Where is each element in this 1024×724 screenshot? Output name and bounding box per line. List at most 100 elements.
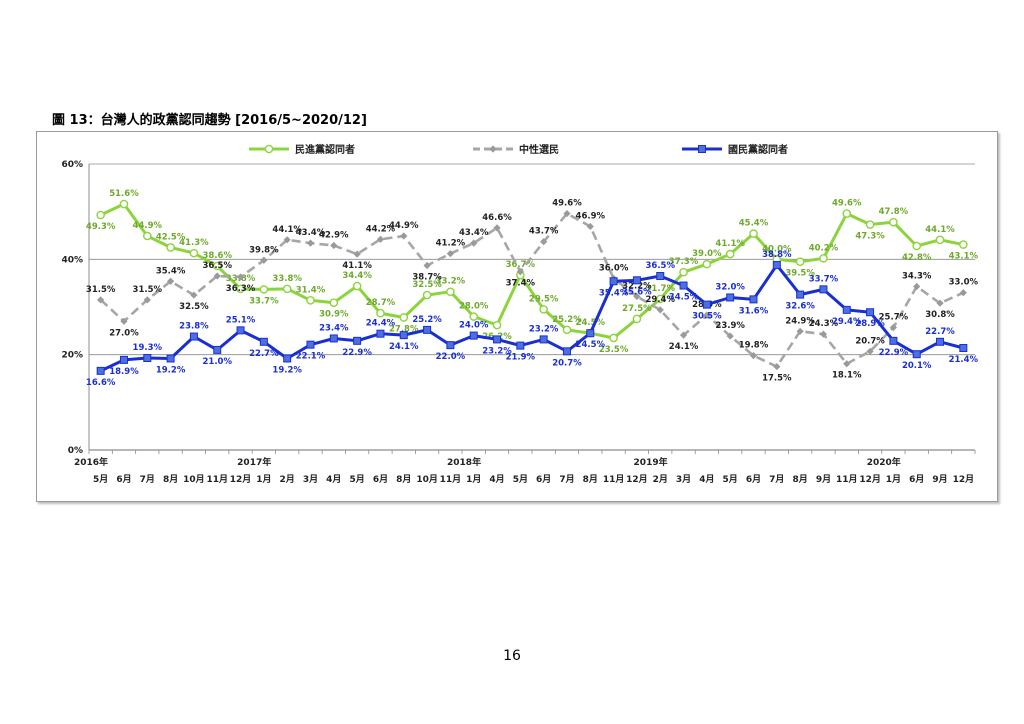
data-label: 30.8%	[925, 310, 955, 320]
data-label: 21.9%	[506, 353, 536, 363]
data-point-marker	[469, 331, 478, 340]
x-tick-label: 4月	[326, 474, 341, 485]
data-label: 33.7%	[809, 274, 839, 284]
data-label: 19.8%	[739, 341, 769, 351]
data-point-marker	[330, 241, 338, 250]
x-tick-label: 1月	[886, 474, 901, 485]
x-tick-label: 11月	[603, 474, 625, 485]
x-tick-label: 8月	[396, 474, 411, 485]
x-tick-label: 6月	[373, 474, 388, 485]
data-label: 44.9%	[389, 221, 419, 231]
data-label: 41.2%	[436, 239, 466, 249]
data-point-marker	[632, 276, 641, 285]
data-label: 49.6%	[552, 199, 582, 209]
data-label: 22.0%	[436, 352, 466, 362]
data-point-marker	[236, 284, 245, 294]
data-point-marker	[562, 325, 572, 335]
data-label: 20.7%	[855, 336, 885, 346]
x-tick-label: 8月	[583, 474, 598, 485]
data-point-marker	[865, 220, 875, 229]
data-label: 24.3%	[809, 319, 839, 329]
data-label: 32.5%	[179, 302, 209, 312]
x-tick-label: 4月	[489, 474, 504, 485]
data-point-marker	[236, 326, 245, 335]
data-label: 35.4%	[599, 288, 629, 298]
x-tick-label: 12月	[230, 474, 252, 485]
data-point-marker	[866, 308, 875, 317]
data-point-marker	[563, 209, 571, 218]
data-label: 31.4%	[296, 285, 326, 295]
data-point-marker	[540, 238, 548, 246]
data-point-marker	[213, 272, 221, 280]
data-point-marker	[492, 320, 502, 330]
data-label: 38.8%	[762, 250, 792, 260]
data-label: 44.2%	[366, 224, 396, 234]
year-label: 2018年	[447, 456, 481, 468]
year-label: 2017年	[237, 456, 271, 468]
legend-marker	[489, 145, 497, 153]
x-tick-label: 6月	[536, 474, 551, 485]
data-point-marker	[795, 257, 805, 267]
data-point-marker	[655, 294, 665, 304]
data-point-marker	[493, 224, 501, 232]
data-label: 24.0%	[459, 321, 489, 331]
data-label: 40.2%	[809, 243, 839, 253]
data-label: 24.4%	[366, 319, 396, 329]
x-tick-label: 4月	[699, 474, 714, 485]
year-label: 2019年	[634, 456, 668, 468]
data-point-marker	[446, 287, 455, 297]
data-label: 19.3%	[133, 343, 163, 353]
data-label: 34.5%	[669, 293, 699, 303]
data-label: 23.4%	[319, 323, 349, 333]
x-tick-label: 5月	[349, 474, 364, 485]
data-label: 39.0%	[692, 249, 722, 259]
data-label: 32.2%	[622, 282, 652, 292]
data-point-marker	[819, 254, 828, 263]
data-label: 44.1%	[925, 225, 955, 235]
data-point-marker	[679, 281, 688, 290]
data-label: 18.1%	[832, 371, 862, 381]
data-label: 47.8%	[879, 207, 909, 217]
data-label: 33.8%	[272, 274, 302, 284]
data-point-marker	[329, 334, 338, 343]
data-label: 36.3%	[226, 284, 256, 294]
data-point-marker	[586, 329, 595, 338]
data-point-marker	[353, 250, 361, 258]
data-label: 36.0%	[599, 263, 629, 273]
data-point-marker	[959, 240, 968, 249]
data-label: 41.1%	[715, 239, 745, 249]
data-point-marker	[935, 235, 945, 245]
data-point-marker	[283, 236, 291, 244]
data-label: 25.7%	[879, 312, 909, 322]
data-point-marker	[423, 325, 432, 334]
x-tick-label: 8月	[792, 474, 807, 485]
data-point-marker	[400, 232, 408, 240]
data-point-marker	[120, 317, 128, 325]
x-tick-label: 8月	[163, 474, 178, 485]
data-label: 44.9%	[133, 221, 163, 231]
y-tick-label: 60%	[61, 160, 83, 170]
legend-label: 國民黨認同者	[728, 143, 788, 156]
data-label: 25.2%	[552, 315, 582, 325]
data-point-marker	[306, 340, 315, 349]
x-tick-label: 9月	[932, 474, 947, 485]
data-point-marker	[352, 281, 362, 291]
data-label: 25.1%	[226, 315, 256, 325]
x-tick-label: 7月	[140, 474, 155, 485]
data-label: 19.2%	[272, 365, 302, 375]
data-label: 24.1%	[389, 342, 419, 352]
data-label: 28.9%	[855, 319, 885, 329]
data-label: 27.8%	[389, 324, 419, 334]
data-label: 24.9%	[785, 316, 815, 326]
data-point-marker	[586, 222, 594, 231]
data-point-marker	[329, 298, 339, 308]
year-label: 2016年	[74, 456, 108, 468]
data-label: 24.5%	[576, 340, 606, 350]
data-label: 33.7%	[249, 296, 279, 306]
data-point-marker	[959, 289, 967, 297]
x-tick-label: 10月	[416, 474, 438, 485]
data-point-marker	[726, 293, 735, 302]
data-label: 31.6%	[739, 306, 769, 316]
data-label: 22.9%	[342, 348, 372, 358]
data-point-marker	[119, 355, 128, 364]
